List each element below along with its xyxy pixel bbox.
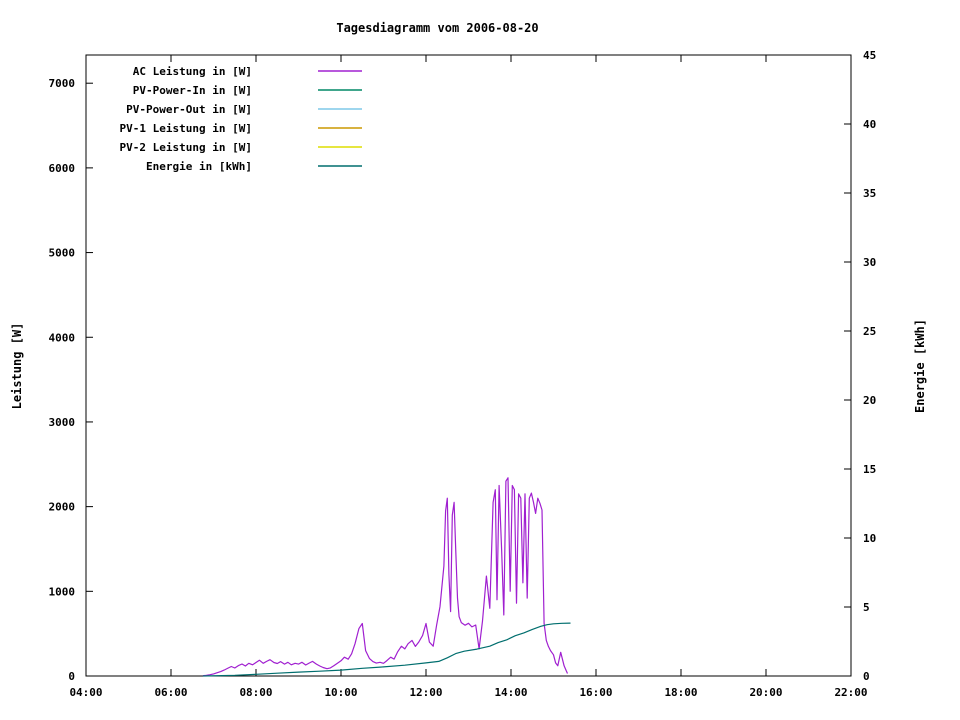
legend-label-pv-1-leistung: PV-1 Leistung in [W] bbox=[120, 122, 252, 135]
y-left-tick-label: 6000 bbox=[49, 162, 76, 175]
x-tick-label: 12:00 bbox=[409, 686, 442, 699]
x-tick-label: 08:00 bbox=[239, 686, 272, 699]
y-right-tick-label: 0 bbox=[863, 670, 870, 683]
legend-label-pv-power-out: PV-Power-Out in [W] bbox=[126, 103, 252, 116]
legend-label-ac-leistung: AC Leistung in [W] bbox=[133, 65, 252, 78]
y-axis-label-left: Leistung [W] bbox=[10, 322, 24, 410]
legend-label-pv-2-leistung: PV-2 Leistung in [W] bbox=[120, 141, 252, 154]
x-tick-label: 06:00 bbox=[154, 686, 187, 699]
y-left-tick-label: 3000 bbox=[49, 416, 76, 429]
y-right-tick-label: 30 bbox=[863, 256, 876, 269]
y-right-tick-label: 35 bbox=[863, 187, 876, 200]
y-left-tick-label: 7000 bbox=[49, 77, 76, 90]
y-right-tick-label: 40 bbox=[863, 118, 876, 131]
x-tick-label: 16:00 bbox=[579, 686, 612, 699]
x-tick-label: 18:00 bbox=[664, 686, 697, 699]
y-left-tick-label: 2000 bbox=[49, 501, 76, 514]
legend-label-pv-power-in: PV-Power-In in [W] bbox=[133, 84, 252, 97]
y-right-tick-label: 25 bbox=[863, 325, 876, 338]
x-tick-label: 20:00 bbox=[749, 686, 782, 699]
y-right-tick-label: 10 bbox=[863, 532, 876, 545]
chart-title: Tagesdiagramm vom 2006-08-20 bbox=[336, 21, 539, 35]
legend-label-energie: Energie in [kWh] bbox=[146, 160, 252, 173]
x-tick-label: 22:00 bbox=[834, 686, 867, 699]
y-left-tick-label: 0 bbox=[68, 670, 75, 683]
x-tick-label: 10:00 bbox=[324, 686, 357, 699]
y-right-tick-label: 5 bbox=[863, 601, 870, 614]
y-right-tick-label: 20 bbox=[863, 394, 876, 407]
y-left-tick-label: 1000 bbox=[49, 585, 76, 598]
y-left-tick-label: 4000 bbox=[49, 331, 76, 344]
series-line-energie bbox=[202, 622, 571, 677]
y-right-tick-label: 45 bbox=[863, 49, 876, 62]
x-tick-label: 14:00 bbox=[494, 686, 527, 699]
plot-border bbox=[85, 54, 852, 677]
y-axis-label-right: Energie [kWh] bbox=[913, 319, 927, 413]
y-right-tick-label: 15 bbox=[863, 463, 876, 476]
x-tick-label: 04:00 bbox=[69, 686, 102, 699]
series-line-ac-leistung bbox=[202, 477, 569, 677]
y-left-tick-label: 5000 bbox=[49, 247, 76, 260]
